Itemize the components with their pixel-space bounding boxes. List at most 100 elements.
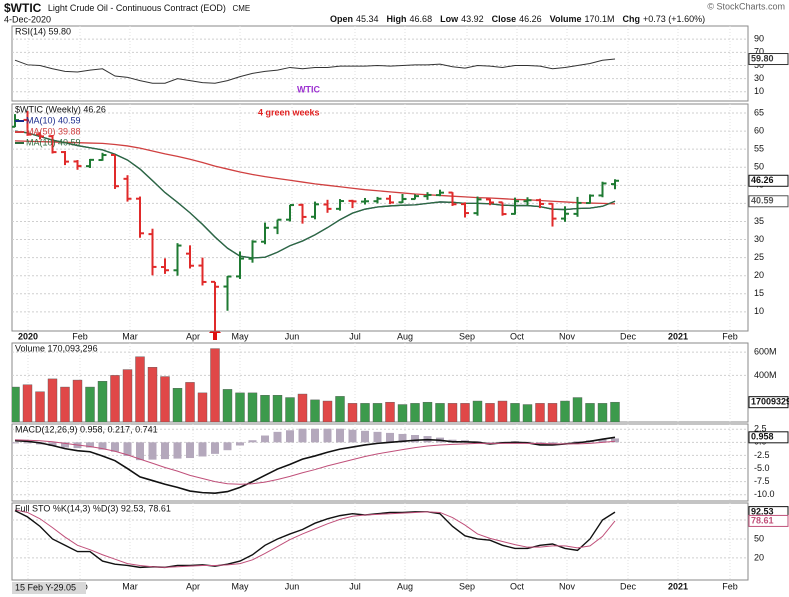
y-tick-label: 2.5 xyxy=(754,424,767,434)
y-tick-label: 20 xyxy=(754,552,764,562)
histogram-bar xyxy=(111,442,119,452)
volume-bar xyxy=(12,386,20,422)
x-tick-label: Sep xyxy=(459,581,475,591)
y-tick-label: 10 xyxy=(754,86,764,96)
panel-frame xyxy=(11,103,749,332)
symbol: $WTIC xyxy=(4,1,42,15)
volume-bar xyxy=(560,400,570,422)
annotation: 4 green weeks xyxy=(258,107,320,117)
volume-bar xyxy=(535,403,545,422)
volume-bar xyxy=(460,403,470,422)
volume-bar xyxy=(297,393,308,422)
y-tick-label: -2.5 xyxy=(754,450,770,460)
volume-bar xyxy=(385,401,395,422)
panel-title: Volume 170,093,296 xyxy=(15,343,98,353)
volume-bar xyxy=(410,403,420,422)
value-box xyxy=(748,195,789,208)
volume-bar xyxy=(610,401,620,422)
panel xyxy=(12,424,748,501)
quote-label: Volume xyxy=(550,14,582,24)
y-tick-label: 15 xyxy=(754,288,764,298)
x-tick-label: Feb xyxy=(722,331,738,341)
x-tick-label: Feb xyxy=(72,331,88,341)
quote-value: 43.92 xyxy=(461,14,484,24)
x-tick-label: Oct xyxy=(510,331,525,341)
panel-title: $WTIC (Weekly) 46.26 xyxy=(15,104,106,114)
histogram-bar xyxy=(386,432,394,443)
histogram-bar xyxy=(148,442,157,460)
volume-bar xyxy=(35,391,45,422)
y-tick-label: 400M xyxy=(754,370,777,380)
y-tick-label: 50 xyxy=(754,533,764,543)
volume-bar xyxy=(147,367,158,422)
histogram-bar xyxy=(398,433,407,443)
volume-bar xyxy=(85,386,95,422)
quote-value: 170.1M xyxy=(585,14,615,24)
quote-label: Chg xyxy=(623,14,641,24)
volume-bar xyxy=(72,379,83,422)
value-box-label: 170093296 xyxy=(751,397,789,407)
histogram-bar xyxy=(336,428,344,443)
x-tick-label: May xyxy=(231,581,249,591)
volume-bar xyxy=(60,386,70,422)
x-tick-label: Mar xyxy=(122,581,138,591)
legend-label: MA(50) 39.88 xyxy=(26,126,81,136)
volume-bar xyxy=(247,392,258,422)
volume-bar xyxy=(260,395,270,422)
histogram-bar xyxy=(12,442,19,444)
volume-bar xyxy=(22,384,33,422)
histogram-bar xyxy=(186,442,194,459)
panel xyxy=(12,26,748,101)
y-tick-label: 90 xyxy=(754,34,764,44)
quote-value: 46.68 xyxy=(410,14,433,24)
volume-bar xyxy=(472,400,483,422)
annotation: WTIC xyxy=(297,84,320,94)
panel-title: RSI(14) 59.80 xyxy=(15,26,71,36)
value-box xyxy=(748,514,789,527)
cursor-label: 15 Feb Y-29.05 xyxy=(15,582,76,592)
histogram-bar xyxy=(548,442,557,444)
x-tick-label: 2021 xyxy=(668,331,688,341)
histogram-bar xyxy=(361,430,369,443)
histogram-bar xyxy=(123,442,132,456)
volume-bar xyxy=(347,403,358,422)
volume-bar xyxy=(435,403,445,422)
histogram-bar xyxy=(86,442,94,448)
volume-bar xyxy=(310,399,320,422)
quote-label: High xyxy=(387,14,407,24)
legend-label: MA(10) 40.59 xyxy=(26,137,81,147)
y-tick-label: 10 xyxy=(754,306,764,316)
x-tick-label: Nov xyxy=(559,581,576,591)
volume-bar xyxy=(160,376,170,422)
volume-bar xyxy=(572,397,583,422)
volume-bar xyxy=(597,403,608,422)
histogram-bar xyxy=(298,428,307,443)
panel xyxy=(12,503,748,580)
y-tick-label: 60 xyxy=(754,125,764,135)
x-tick-label: Aug xyxy=(397,331,413,341)
histogram-bar xyxy=(373,431,382,443)
value-box-label: 0.958 xyxy=(751,432,774,442)
x-tick-label: Nov xyxy=(559,331,576,341)
histogram-bar xyxy=(261,435,269,443)
volume-bar xyxy=(122,369,133,422)
histogram-bar xyxy=(23,442,32,444)
panel xyxy=(12,343,748,422)
volume-bar xyxy=(322,400,333,422)
volume-bar xyxy=(447,403,458,422)
line xyxy=(14,436,616,494)
volume-bar xyxy=(522,404,533,422)
x-tick-label: Jun xyxy=(285,581,300,591)
quote: Open 45.34 High 46.68 Low 43.92 Close 46.26 Volu… xyxy=(330,14,705,24)
x-tick-label: 2021 xyxy=(668,581,688,591)
y-tick-label: 35 xyxy=(754,216,764,226)
panel-title: Full STO %K(14,3) %D(3) 92.53, 78.61 xyxy=(15,503,171,513)
y-tick-label: -7.5 xyxy=(754,476,770,486)
volume-bar xyxy=(235,392,245,422)
y-tick-label: 50 xyxy=(754,162,764,172)
histogram-bar xyxy=(411,435,419,443)
histogram-bar xyxy=(136,442,144,461)
y-tick-label: 70 xyxy=(754,47,764,57)
